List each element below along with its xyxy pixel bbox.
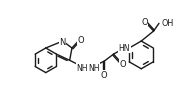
Text: O: O xyxy=(120,59,126,68)
Text: HN: HN xyxy=(119,44,130,53)
Text: O: O xyxy=(141,18,148,27)
Text: NH: NH xyxy=(88,63,99,72)
Text: OH: OH xyxy=(161,19,173,28)
Text: O: O xyxy=(100,71,107,80)
Text: N: N xyxy=(59,37,66,46)
Text: O: O xyxy=(77,36,84,45)
Text: NH: NH xyxy=(76,63,88,72)
